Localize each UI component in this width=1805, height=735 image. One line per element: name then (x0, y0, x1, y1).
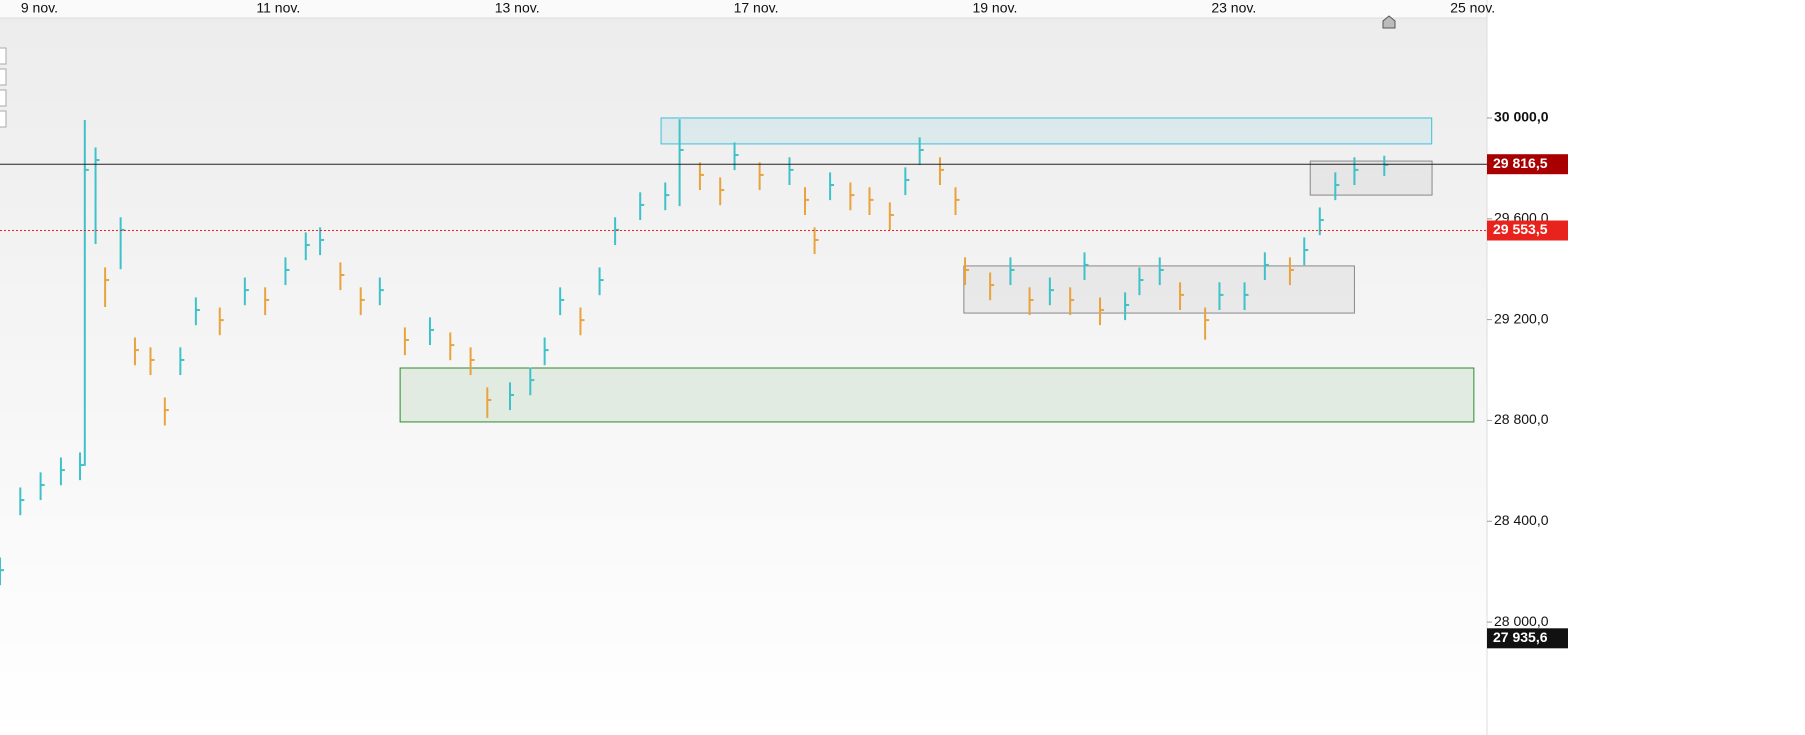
zone (660, 117, 1433, 145)
y-tick-label: 28 000,0 (1494, 613, 1549, 629)
tool-button[interactable] (0, 89, 7, 107)
price-label-box (1487, 154, 1568, 175)
y-tick-label: 28 800,0 (1494, 411, 1549, 427)
price-label: 29 816,5 (1493, 155, 1548, 171)
y-tick-label: 28 400,0 (1494, 512, 1549, 528)
x-tick-label: 9 nov. (21, 0, 58, 16)
x-tick-label: 23 nov. (1211, 0, 1256, 16)
tool-button[interactable] (0, 110, 7, 128)
x-tick-label: 11 nov. (256, 0, 300, 16)
axes: 9 nov. 11 nov. 13 nov. 17 nov. 19 nov. 23 nov… (21, 0, 1568, 649)
zone (1309, 160, 1433, 196)
x-tick-label: 17 nov. (734, 0, 779, 16)
x-tick-label: 13 nov. (495, 0, 540, 16)
y-tick-label: 30 000,0 (1494, 109, 1549, 125)
price-label-box (1487, 220, 1568, 241)
tool-button[interactable] (0, 47, 7, 65)
x-axis-strip (0, 0, 1487, 18)
plot-background (0, 0, 1487, 735)
price-label-box (1487, 628, 1568, 649)
price-label: 29 553,5 (1493, 221, 1548, 237)
price-label: 27 935,6 (1493, 629, 1548, 645)
y-tick-label: 29 200,0 (1494, 310, 1549, 326)
zone (399, 367, 1475, 423)
plot (0, 117, 1487, 586)
y-axis-panel (1487, 0, 1568, 735)
x-tick-label: 25 nov. (1450, 0, 1495, 16)
x-tick-label: 19 nov. (972, 0, 1017, 16)
home-icon[interactable] (1382, 15, 1396, 29)
tool-button[interactable] (0, 68, 7, 86)
side-tools[interactable] (0, 47, 7, 128)
